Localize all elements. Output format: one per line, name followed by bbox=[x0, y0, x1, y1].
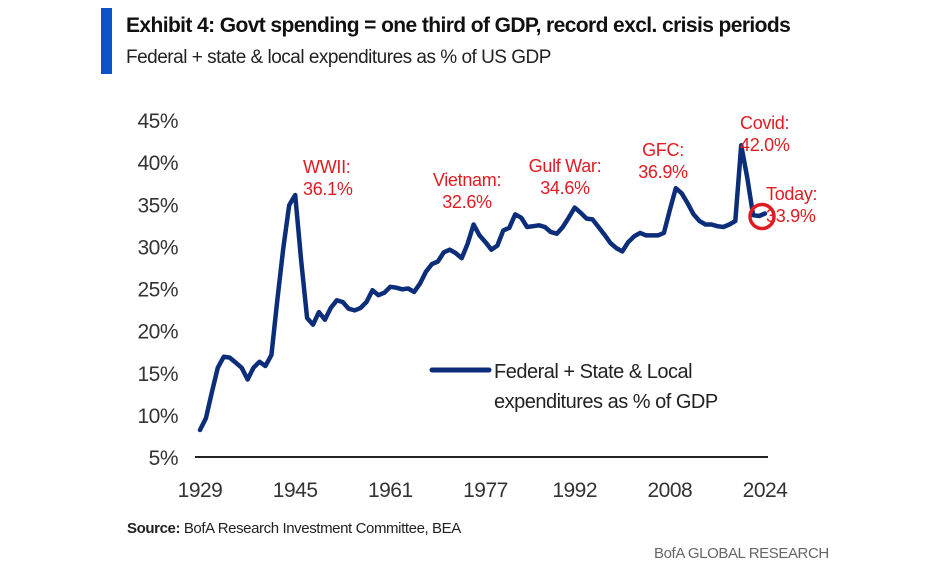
x-tick-label: 1977 bbox=[463, 479, 508, 502]
annotations: WWII:36.1% Vietnam:32.6% Gulf War:34.6% GFC… bbox=[303, 113, 818, 231]
y-tick-label: 15% bbox=[137, 363, 178, 386]
y-tick-label: 40% bbox=[137, 152, 178, 175]
annotation-label: Vietnam: bbox=[433, 170, 501, 190]
annotation-value: 34.6% bbox=[540, 178, 590, 198]
legend: Federal + State & Local expenditures as … bbox=[429, 361, 718, 413]
annotation-value: 36.1% bbox=[303, 179, 353, 199]
y-tick-label: 25% bbox=[137, 279, 178, 302]
series-line bbox=[197, 143, 768, 433]
annotation-label: Today: bbox=[766, 184, 817, 204]
annotation-value: 42.0% bbox=[740, 135, 790, 155]
y-tick-label: 45% bbox=[137, 110, 178, 133]
brand-label: BofA GLOBAL RESEARCH bbox=[654, 545, 829, 562]
annotation-label: GFC: bbox=[642, 140, 684, 160]
x-tick-label: 1945 bbox=[273, 479, 318, 502]
highlight-circle bbox=[748, 202, 776, 231]
annotation-value: 32.6% bbox=[442, 192, 492, 212]
x-tick-label: 1992 bbox=[552, 479, 597, 502]
y-tick-label: 30% bbox=[137, 236, 178, 259]
source-text: BofA Research Investment Committee, BEA bbox=[180, 520, 461, 537]
y-tick-label: 20% bbox=[137, 321, 178, 344]
source-label: Source: bbox=[127, 520, 181, 537]
accent-bar bbox=[101, 8, 112, 74]
annotation-label: Covid: bbox=[740, 113, 789, 133]
annotation-value: 33.9% bbox=[766, 206, 816, 226]
x-tick-label: 1929 bbox=[178, 479, 223, 502]
x-tick-label: 2024 bbox=[743, 479, 789, 502]
legend-label-line2: expenditures as % of GDP bbox=[494, 391, 718, 413]
legend-label-line1: Federal + State & Local bbox=[494, 361, 692, 383]
source-note: Source: BofA Research Investment Committ… bbox=[127, 520, 461, 537]
y-tick-label: 10% bbox=[137, 405, 178, 428]
annotation-value: 36.9% bbox=[638, 162, 688, 182]
x-axis-ticks: 1929 1945 1961 1977 1992 2008 2024 bbox=[178, 479, 789, 502]
chart-subtitle: Federal + state & local expenditures as … bbox=[126, 47, 551, 68]
y-tick-label: 35% bbox=[137, 194, 178, 217]
y-axis-ticks: 5% 10% 15% 20% 25% 30% 35% 40% 45% bbox=[137, 110, 178, 470]
annotation-label: Gulf War: bbox=[529, 156, 602, 176]
series-layer bbox=[197, 143, 768, 433]
x-tick-label: 1961 bbox=[368, 479, 413, 502]
y-tick-label: 5% bbox=[149, 447, 178, 470]
x-tick-label: 2008 bbox=[647, 479, 692, 502]
annotation-label: WWII: bbox=[303, 157, 350, 177]
chart-title: Exhibit 4: Govt spending = one third of … bbox=[126, 14, 791, 37]
